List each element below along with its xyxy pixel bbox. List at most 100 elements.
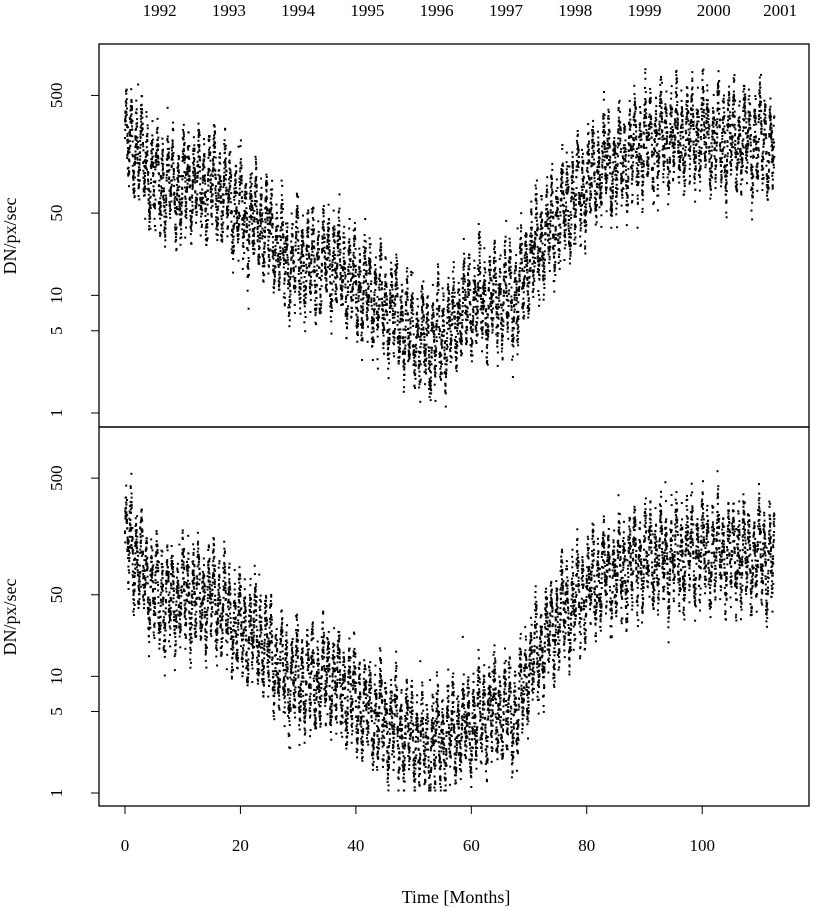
data-point: [238, 177, 241, 180]
data-point: [526, 258, 529, 261]
data-point: [215, 205, 218, 208]
data-point: [192, 161, 195, 164]
data-point: [497, 325, 500, 328]
data-point: [377, 286, 380, 289]
data-point: [328, 239, 331, 242]
data-point: [461, 313, 464, 316]
data-point: [364, 247, 367, 250]
data-point: [457, 310, 460, 313]
data-point: [249, 186, 252, 189]
data-point: [164, 245, 166, 248]
data-point: [386, 310, 388, 313]
data-point: [488, 306, 491, 309]
data-point: [324, 273, 327, 276]
data-point: [411, 309, 414, 312]
data-point: [365, 291, 368, 294]
data-point: [249, 173, 252, 176]
data-point: [191, 187, 194, 190]
data-point: [255, 190, 258, 193]
data-point: [402, 351, 404, 354]
data-point: [292, 270, 295, 273]
data-point: [498, 288, 501, 291]
data-point: [183, 155, 186, 158]
data-point: [206, 219, 209, 221]
data-point: [191, 184, 194, 187]
data-point: [421, 311, 424, 314]
data-point: [471, 342, 474, 345]
data-point: [373, 310, 376, 313]
data-point: [185, 172, 188, 175]
data-point: [200, 215, 203, 218]
data-point: [490, 295, 493, 298]
data-point: [452, 288, 455, 291]
data-point: [454, 322, 457, 325]
data-point: [255, 179, 258, 182]
data-point: [299, 307, 302, 310]
data-point: [472, 292, 475, 295]
data-point: [327, 235, 330, 238]
data-point: [210, 212, 213, 215]
data-point: [295, 231, 298, 234]
data-point: [464, 296, 467, 299]
data-point: [250, 195, 253, 198]
data-point: [419, 351, 422, 354]
data-point: [393, 304, 396, 307]
data-point: [353, 281, 356, 284]
data-point: [201, 201, 204, 203]
data-point: [323, 246, 326, 249]
data-point: [474, 282, 477, 285]
data-point: [227, 214, 229, 216]
data-point: [391, 301, 394, 304]
data-point: [184, 171, 186, 174]
data-point: [487, 325, 490, 328]
data-point: [198, 144, 201, 147]
data-point: [453, 317, 456, 320]
data-point: [129, 118, 131, 120]
data-point: [286, 226, 289, 229]
data-point: [337, 235, 340, 238]
data-point: [443, 324, 445, 327]
data-point: [343, 225, 346, 228]
data-point: [268, 265, 270, 268]
data-point: [158, 179, 161, 182]
data-point: [456, 345, 459, 347]
data-point: [261, 227, 264, 230]
data-point: [520, 224, 522, 227]
data-point: [272, 252, 275, 255]
data-point: [354, 297, 357, 300]
data-point: [201, 168, 204, 171]
data-point: [386, 313, 389, 316]
data-point: [180, 213, 183, 216]
data-point: [287, 283, 289, 285]
data-point: [184, 180, 187, 183]
data-point: [240, 182, 243, 185]
data-point: [344, 275, 347, 278]
data-point: [213, 151, 216, 154]
data-point: [368, 246, 371, 249]
data-point: [141, 129, 144, 132]
data-point: [418, 370, 421, 373]
data-point: [328, 249, 331, 251]
data-point: [297, 216, 300, 219]
data-point: [359, 259, 362, 262]
data-point: [212, 168, 215, 171]
data-point: [279, 246, 282, 249]
data-point: [393, 312, 396, 315]
data-point: [435, 324, 438, 327]
data-point: [192, 174, 195, 177]
data-point: [522, 317, 525, 320]
data-point: [340, 275, 343, 277]
data-point: [229, 169, 232, 172]
data-point: [197, 122, 200, 125]
data-point: [224, 157, 227, 160]
data-point: [254, 193, 257, 196]
data-point: [142, 145, 145, 148]
data-point: [495, 311, 498, 314]
data-point: [273, 287, 276, 290]
data-point: [476, 308, 479, 311]
data-point: [358, 273, 361, 276]
data-point: [387, 367, 390, 370]
data-point: [150, 178, 152, 181]
data-point: [271, 251, 274, 253]
data-point: [266, 216, 269, 219]
